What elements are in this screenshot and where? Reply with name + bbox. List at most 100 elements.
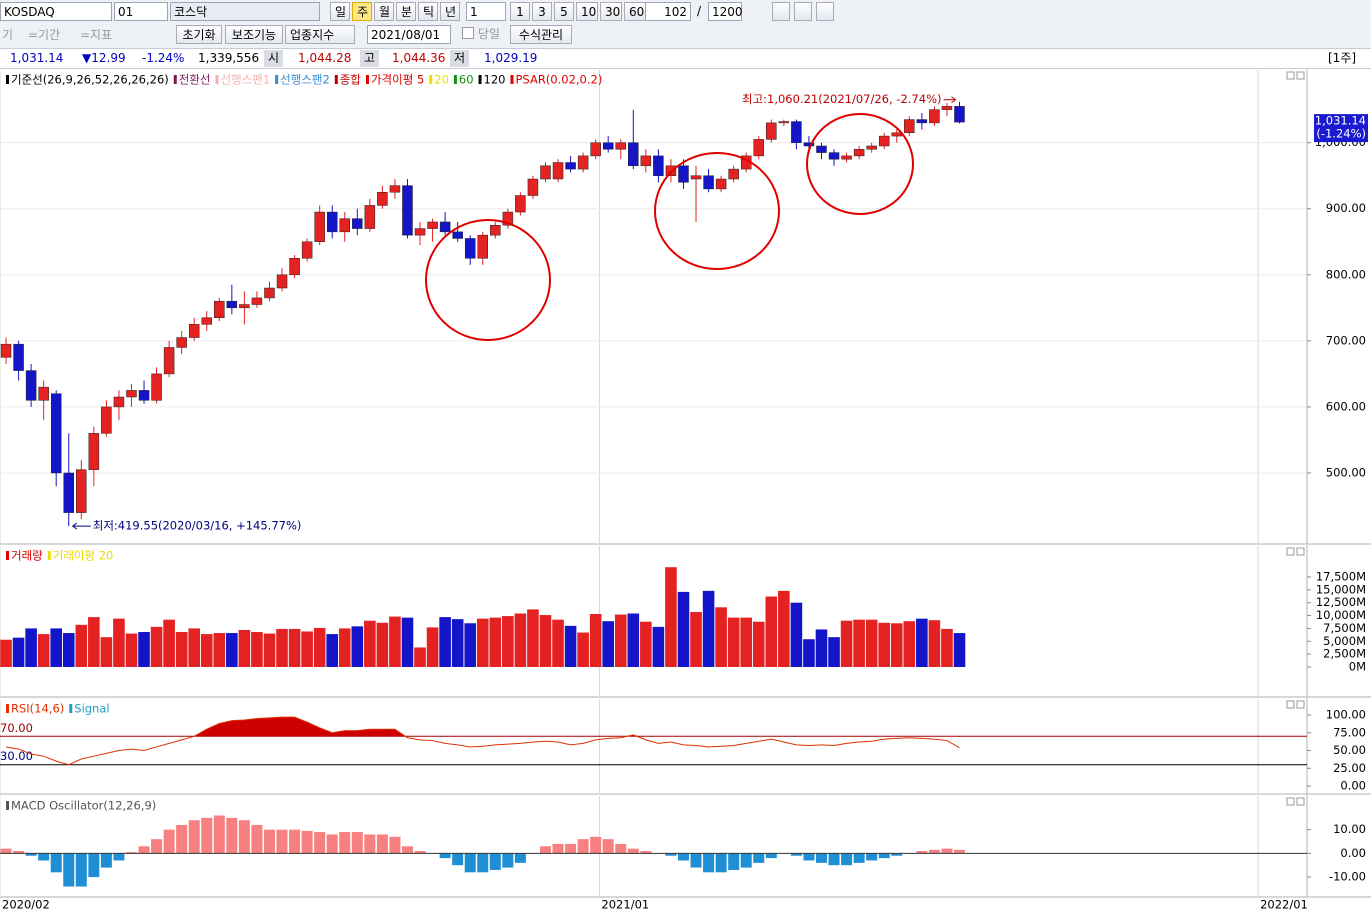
legend-label: 종합: [340, 73, 362, 87]
candle-body: [728, 168, 739, 180]
bar: [88, 617, 100, 667]
tool-label[interactable]: =기간: [28, 28, 61, 42]
bar: [953, 633, 966, 667]
candle-body: [678, 165, 689, 183]
interval-button[interactable]: 5: [554, 2, 574, 21]
bar: [175, 632, 188, 667]
candle-body: [552, 162, 564, 180]
candle-body: [38, 386, 49, 401]
bar: [953, 849, 965, 854]
bar: [251, 632, 263, 667]
bar: [100, 853, 112, 868]
circle: [654, 152, 780, 270]
bar: [188, 628, 201, 667]
candle-body: [226, 300, 238, 309]
interval-button[interactable]: 1: [510, 2, 530, 21]
bar: [138, 846, 150, 854]
candle-body: [63, 472, 74, 513]
candle-body: [653, 155, 664, 176]
bar: [665, 567, 677, 667]
y-tick-label: 900.00: [1326, 201, 1366, 215]
legend-swatch: [334, 75, 338, 84]
open: 1,044.28: [298, 51, 352, 65]
bar: [853, 853, 865, 863]
period-button[interactable]: 월: [374, 2, 394, 21]
bar: [452, 853, 464, 866]
bar: [451, 619, 464, 667]
panel-button: [1296, 797, 1305, 806]
bar: [803, 853, 815, 861]
bar: [0, 639, 12, 667]
bar: [765, 596, 778, 667]
bar: [163, 829, 175, 854]
period-button[interactable]: 분: [396, 2, 416, 21]
legend-label: PSAR(0.02,0.2): [516, 73, 603, 87]
candle-body: [715, 178, 727, 190]
bar: [238, 820, 250, 854]
period-button[interactable]: 년: [440, 2, 460, 21]
aux-button[interactable]: 보조기능: [225, 25, 283, 44]
icon-button[interactable]: [772, 2, 790, 21]
candle-body: [214, 300, 225, 318]
bar: [527, 609, 539, 667]
y-tick-label: 0M: [1349, 660, 1366, 674]
date-select[interactable]: 2021/08/01: [367, 25, 451, 44]
formula-button[interactable]: 수식관리: [510, 25, 572, 44]
bar: [715, 853, 727, 873]
period-button[interactable]: 틱: [418, 2, 438, 21]
period-button[interactable]: 주: [352, 2, 372, 21]
bar: [50, 853, 62, 873]
code-input[interactable]: 01: [114, 2, 168, 21]
bar: [615, 843, 627, 854]
count-input[interactable]: 102: [645, 2, 691, 21]
bar: [890, 623, 903, 667]
symbol-select[interactable]: KOSDAQ: [0, 2, 112, 21]
legend-swatch: [6, 75, 9, 84]
bar: [564, 625, 577, 667]
tool-label[interactable]: 기: [2, 28, 14, 42]
info-bar: 1,031.14 ▼12.99 -1.24% 1,339,556 시 1,044…: [0, 49, 1371, 69]
background: [0, 69, 1371, 913]
bar: [840, 620, 853, 667]
reset-button[interactable]: 초기화: [176, 25, 222, 44]
bar: [539, 615, 552, 667]
bar: [790, 602, 803, 667]
max-input[interactable]: 1200: [708, 2, 743, 21]
period-button[interactable]: 일: [330, 2, 350, 21]
panel-button: [1296, 71, 1305, 80]
panel-button: [1296, 700, 1305, 709]
interval-button[interactable]: 3: [532, 2, 552, 21]
candle-body: [602, 142, 614, 150]
candle-body: [841, 155, 852, 160]
icon-button[interactable]: [816, 2, 834, 21]
y-tick-label: 7,500M: [1323, 621, 1366, 635]
tool-label[interactable]: =지표: [80, 28, 113, 42]
legend-swatch: [6, 551, 9, 560]
bar: [0, 848, 12, 854]
circle: [806, 113, 914, 215]
pct: -1.24%: [142, 51, 185, 65]
icon-button[interactable]: [794, 2, 812, 21]
reference-label: 30.00: [0, 749, 33, 763]
separator: /: [697, 4, 702, 18]
bar: [326, 834, 338, 854]
legend-label: 거래이평 20: [53, 549, 114, 563]
bar: [12, 637, 25, 667]
bar: [903, 621, 916, 667]
bar: [263, 633, 276, 667]
interval-button[interactable]: 30: [600, 2, 622, 21]
interval-button[interactable]: 60: [624, 2, 646, 21]
bar: [778, 590, 790, 667]
interval-button[interactable]: 10: [576, 2, 598, 21]
index-button[interactable]: 업종지수: [285, 25, 355, 44]
candle-body: [439, 221, 451, 233]
low-annotation: 최저:419.55(2020/03/16, +145.77%): [93, 519, 302, 533]
bar: [176, 824, 188, 854]
today-checkbox[interactable]: 당일: [462, 25, 500, 44]
candle-body: [477, 234, 489, 259]
legend-swatch: [275, 75, 279, 84]
bar: [740, 617, 753, 667]
bar: [941, 848, 953, 854]
legend-swatch: [215, 75, 219, 84]
interval-select[interactable]: 1: [466, 2, 506, 21]
